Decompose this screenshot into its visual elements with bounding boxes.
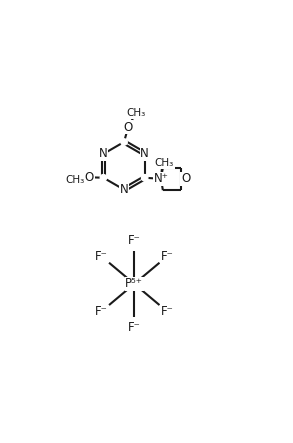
Text: CH₃: CH₃ xyxy=(155,159,174,168)
Text: O: O xyxy=(85,171,94,184)
Text: P⁵⁺: P⁵⁺ xyxy=(125,277,143,291)
Text: F⁻: F⁻ xyxy=(95,305,108,318)
Circle shape xyxy=(121,139,127,145)
Text: O: O xyxy=(124,120,133,134)
Text: F⁻: F⁻ xyxy=(128,233,141,247)
Text: F⁻: F⁻ xyxy=(161,305,174,318)
Text: CH₃: CH₃ xyxy=(66,175,85,185)
Text: O: O xyxy=(181,172,190,185)
Text: F⁻: F⁻ xyxy=(161,250,174,263)
Text: F⁻: F⁻ xyxy=(128,321,141,334)
Text: N⁺: N⁺ xyxy=(154,172,168,185)
Circle shape xyxy=(100,175,107,181)
Text: N: N xyxy=(140,148,149,160)
Circle shape xyxy=(142,175,148,181)
Text: N: N xyxy=(120,183,128,196)
Text: N: N xyxy=(99,148,108,160)
Text: CH₃: CH₃ xyxy=(127,108,146,118)
Text: F⁻: F⁻ xyxy=(95,250,108,263)
